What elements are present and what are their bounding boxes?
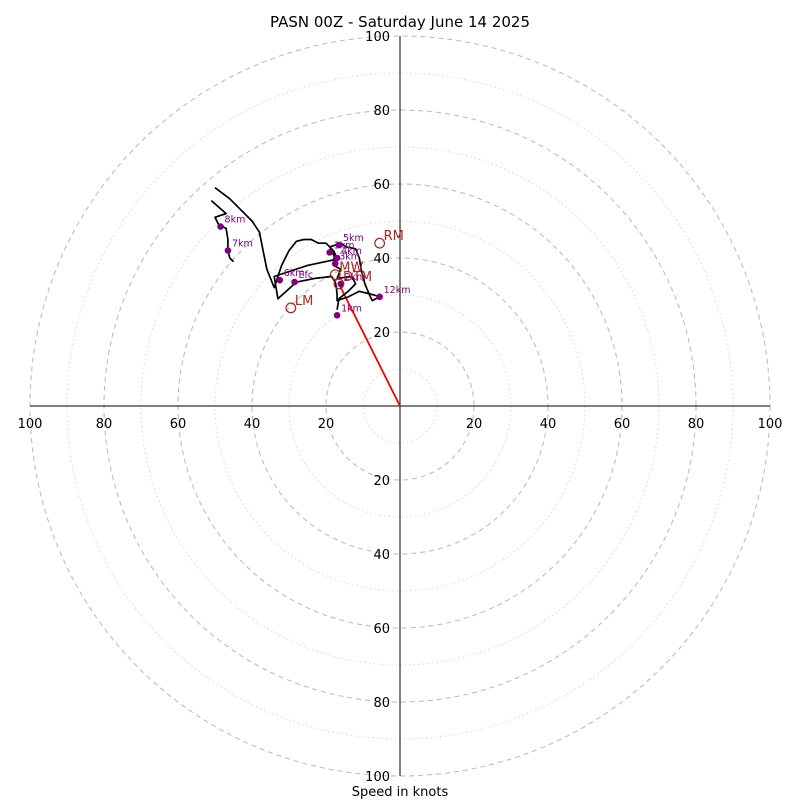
- y-tick-label: 80: [373, 104, 390, 119]
- height-point: [326, 249, 334, 256]
- storm-motion-marker: [374, 237, 386, 249]
- tick-labels: 20 40 60 80 100 100 80 60 40 20 20 40 60 80 100 20 40 60 8…: [18, 30, 783, 785]
- height-label: Efc: [299, 270, 314, 281]
- x-tick-label: 100: [758, 417, 783, 432]
- height-point: [333, 312, 341, 319]
- y-tick-label: 100: [365, 30, 390, 45]
- x-tick-label: 80: [96, 417, 113, 432]
- wind-profile-upper-line: [210, 199, 235, 263]
- x-tick-label: 40: [244, 417, 261, 432]
- height-point: [376, 293, 383, 301]
- y-tick-label: 60: [373, 622, 390, 637]
- height-label: 7km: [232, 239, 253, 250]
- height-label: 3km: [339, 252, 360, 263]
- height-label: 6km: [284, 268, 305, 279]
- x-tick-label: 60: [170, 417, 187, 432]
- height-point: [337, 280, 345, 288]
- y-tick-label: 20: [373, 326, 390, 341]
- height-point: [335, 241, 343, 249]
- height-point: [291, 278, 298, 286]
- storm-motion-marker: [333, 278, 345, 290]
- x-tick-label: 20: [318, 417, 335, 432]
- chart-title: PASN 00Z - Saturday June 14 2025: [270, 13, 530, 31]
- y-tick-label: 100: [365, 770, 390, 785]
- x-tick-label: 60: [614, 417, 631, 432]
- height-point: [276, 276, 284, 284]
- storm-motion-marker: [285, 302, 297, 314]
- storm-motion-marker: [329, 269, 341, 281]
- height-label: 3km: [334, 240, 355, 251]
- height-point: [217, 223, 224, 230]
- height-label: 8km: [225, 215, 246, 226]
- x-tick-label: 100: [18, 417, 43, 432]
- x-tick-label: 80: [688, 417, 705, 432]
- storm-motion-label: RM: [384, 229, 404, 244]
- height-label: 5km: [343, 233, 364, 244]
- y-tick-label: 40: [373, 252, 390, 267]
- storm-motion-label: MW: [339, 261, 363, 276]
- x-axis-label: Speed in knots: [352, 785, 449, 800]
- y-tick-label: 20: [373, 474, 390, 489]
- height-label: 4km: [341, 246, 362, 257]
- y-tick-label: 60: [373, 178, 390, 193]
- y-tick-label: 80: [373, 696, 390, 711]
- x-tick-label: 20: [466, 417, 483, 432]
- y-tick-label: 40: [373, 548, 390, 563]
- height-label: 12km: [384, 285, 411, 296]
- x-tick-label: 40: [540, 417, 557, 432]
- storm-motion-label: LM: [295, 294, 313, 309]
- storm-motion-vector: [338, 283, 401, 407]
- height-point: [333, 254, 341, 262]
- storm-motion-label: DTM: [343, 270, 372, 285]
- height-point: [331, 260, 339, 267]
- height-label: 1km: [341, 303, 362, 314]
- height-point: [224, 247, 232, 254]
- height-label: 2km: [345, 272, 366, 283]
